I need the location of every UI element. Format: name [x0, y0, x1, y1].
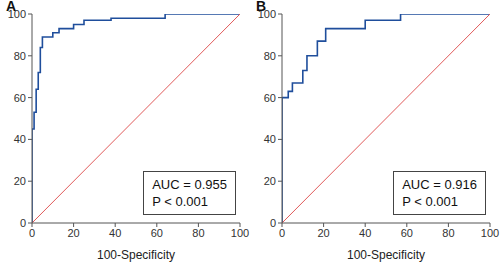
- html-text:P < 0.001: P < 0.001: [402, 194, 458, 209]
- svg-text:100: 100: [231, 227, 249, 239]
- svg-text:40: 40: [359, 227, 371, 239]
- svg-text:0: 0: [270, 217, 276, 229]
- svg-text:60: 60: [264, 92, 276, 104]
- svg-text:80: 80: [442, 227, 454, 239]
- svg-text:20: 20: [317, 227, 329, 239]
- html-text:AUC = 0.955: AUC = 0.955: [152, 177, 227, 192]
- svg-text:0: 0: [279, 227, 285, 239]
- svg-text:40: 40: [14, 133, 26, 145]
- html-text:AUC = 0.916: AUC = 0.916: [402, 177, 477, 192]
- svg-text:100: 100: [481, 227, 492, 239]
- svg-text:100: 100: [257, 7, 276, 20]
- svg-text:40: 40: [109, 227, 121, 239]
- svg-text:20: 20: [67, 227, 79, 239]
- html-text:P < 0.001: P < 0.001: [152, 194, 208, 209]
- svg-text:20: 20: [14, 175, 26, 187]
- svg-text:20: 20: [264, 175, 276, 187]
- svg-text:40: 40: [264, 133, 276, 145]
- svg-text:60: 60: [401, 227, 413, 239]
- svg-text:0: 0: [20, 217, 26, 229]
- svg-text:80: 80: [14, 50, 26, 62]
- svg-text:100-Specificity: 100-Specificity: [97, 248, 175, 262]
- svg-text:80: 80: [264, 50, 276, 62]
- svg-text:80: 80: [192, 227, 204, 239]
- svg-text:0: 0: [29, 227, 35, 239]
- svg-text:100-Specificity: 100-Specificity: [347, 248, 425, 262]
- svg-text:60: 60: [151, 227, 163, 239]
- svg-text:60: 60: [14, 92, 26, 104]
